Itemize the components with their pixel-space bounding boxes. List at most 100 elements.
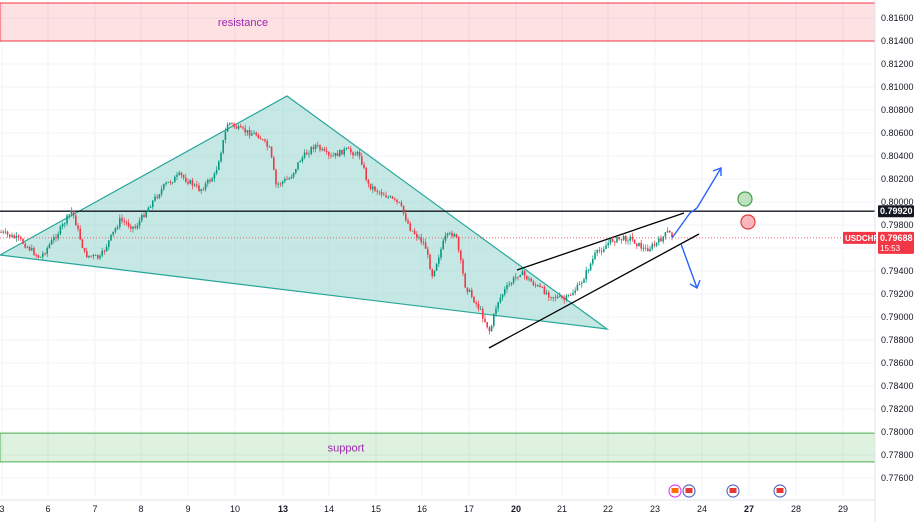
candle-body [99, 255, 101, 259]
time-tick-label: 29 [838, 504, 848, 514]
candle-body [605, 245, 607, 250]
candle-body [378, 191, 381, 193]
candle-body [286, 179, 288, 180]
candle-body [523, 271, 526, 276]
candle-body [339, 149, 341, 157]
candle-body [418, 237, 420, 239]
candle-body [354, 154, 356, 156]
candle-body [506, 285, 508, 290]
candle-body [556, 296, 559, 298]
price-tick-label: 0.81600 [881, 13, 914, 23]
candle-body [622, 235, 625, 241]
candle-body [581, 282, 583, 284]
candle-body [528, 278, 530, 280]
candle-body [35, 254, 37, 256]
time-axis[interactable]: 3 6 7 8 9 10 13 14 15 16 17 20 21 22 23 24 27 28 29 [0, 499, 875, 514]
candle-body [301, 157, 304, 162]
candle-body [222, 140, 224, 153]
candle-body [350, 148, 352, 153]
candle-body [460, 250, 462, 260]
arrow-head-up [712, 166, 722, 176]
candle-body [499, 297, 502, 303]
candle-body [473, 296, 475, 303]
candle-body [466, 287, 469, 292]
candle-body [90, 255, 92, 257]
candle-body [552, 297, 554, 298]
candle-body [235, 126, 238, 129]
candle-body [292, 172, 295, 178]
candle-body [435, 263, 438, 271]
time-tick-label: 15 [371, 504, 381, 514]
candle-body [174, 176, 176, 183]
price-tick-label: 0.79400 [881, 266, 914, 276]
candle-body [189, 180, 191, 184]
candle-body [264, 139, 266, 142]
triangle-pattern [0, 95, 610, 330]
wedge-upper-line [516, 212, 685, 271]
candle-body [237, 126, 240, 129]
candle-body [314, 145, 317, 150]
candle-body [644, 247, 647, 249]
candle-body [24, 243, 26, 248]
candle-body [207, 179, 209, 184]
candle-body [508, 284, 510, 286]
time-tick-label: 23 [650, 504, 660, 514]
price-tick-label: 0.78400 [881, 381, 914, 391]
candle-body [209, 179, 211, 182]
candle-body [270, 146, 273, 158]
candle-body [539, 285, 541, 287]
candle-body [391, 196, 394, 199]
time-tick-label: 14 [324, 504, 334, 514]
candle-body [563, 298, 565, 300]
candle-body [149, 206, 152, 208]
candle-body [396, 199, 398, 203]
price-tick-label: 0.80600 [881, 128, 914, 138]
candle-body [603, 249, 605, 252]
candle-body [66, 215, 68, 224]
candle-body [545, 292, 548, 295]
candle-body [275, 169, 277, 185]
candle-body [277, 183, 279, 185]
grid [0, 0, 875, 496]
target-circle-green [737, 191, 753, 207]
candle-body [53, 237, 55, 241]
candle-body [44, 253, 46, 255]
support-zone [0, 432, 876, 463]
time-tick-label: 20 [511, 504, 521, 514]
candle-body [81, 239, 84, 248]
candle-body [484, 318, 486, 323]
candle-body [576, 284, 579, 291]
candle-body [255, 132, 257, 136]
price-tick-label: 0.78000 [881, 427, 914, 437]
candle-body [2, 231, 4, 233]
time-tick-label: 8 [138, 504, 143, 514]
candle-body [486, 322, 488, 328]
candle-body [9, 234, 11, 237]
candle-body [462, 259, 464, 274]
candle-body [334, 152, 337, 156]
candle-body [114, 228, 117, 232]
candle-body [570, 294, 572, 296]
price-axis[interactable]: 0.81600 0.81400 0.81200 0.81000 0.80800 0.806… [843, 0, 923, 522]
resistance-label: resistance [218, 17, 268, 29]
candle-body [13, 235, 15, 239]
event-flag-mark [671, 488, 679, 493]
candle-body [620, 239, 623, 241]
candle-body [636, 243, 638, 247]
candle-body [259, 138, 262, 140]
candle-body [369, 183, 372, 190]
candle-body [649, 248, 651, 252]
candle-body [28, 246, 31, 251]
candle-body [407, 220, 409, 224]
candle-body [554, 297, 557, 298]
candle-body [79, 228, 81, 240]
candle-body [64, 223, 66, 225]
candle-body [413, 230, 416, 235]
candle-body [288, 178, 290, 180]
candle-body [310, 147, 312, 154]
candle-body [424, 242, 427, 249]
candle-body [565, 295, 568, 300]
candle-body [39, 256, 42, 258]
